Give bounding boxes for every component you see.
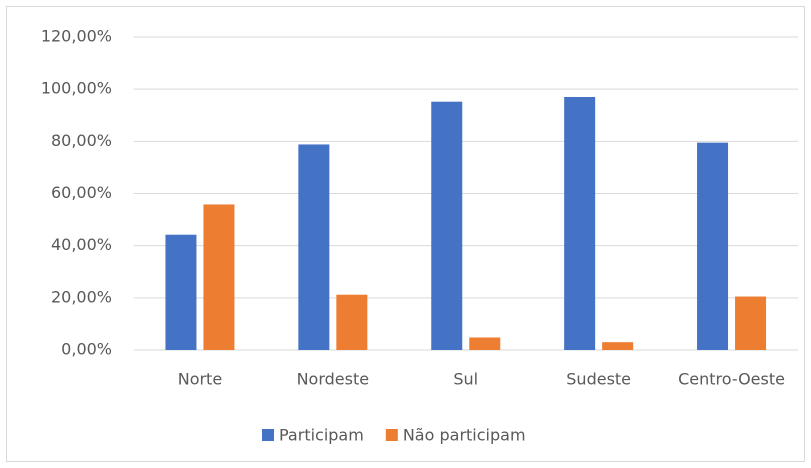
chart-border xyxy=(6,6,805,462)
bar xyxy=(564,96,596,350)
y-tick-label: 60,00% xyxy=(51,183,112,202)
bar xyxy=(165,234,197,350)
bar xyxy=(735,296,767,350)
bar xyxy=(602,342,634,350)
x-tick-label: Nordeste xyxy=(297,370,370,389)
legend-swatch xyxy=(385,429,398,441)
bar xyxy=(336,294,368,350)
x-tick-label: Sudeste xyxy=(566,370,631,389)
bar xyxy=(298,144,330,350)
legend-label: Não participam xyxy=(403,426,526,445)
y-tick-label: 0,00% xyxy=(61,340,112,359)
y-tick-label: 20,00% xyxy=(51,287,112,306)
bar xyxy=(431,101,463,350)
legend-swatch xyxy=(262,429,274,441)
bar xyxy=(203,204,235,350)
legend-label: Participam xyxy=(279,426,364,445)
y-tick-label: 40,00% xyxy=(51,235,112,254)
y-tick-label: 100,00% xyxy=(41,79,112,98)
bar xyxy=(697,142,729,350)
bar xyxy=(469,337,501,350)
x-tick-label: Centro-Oeste xyxy=(678,370,785,389)
x-tick-label: Sul xyxy=(453,370,478,389)
x-tick-label: Norte xyxy=(178,370,222,389)
y-tick-label: 80,00% xyxy=(51,131,112,150)
y-tick-label: 120,00% xyxy=(41,27,112,46)
